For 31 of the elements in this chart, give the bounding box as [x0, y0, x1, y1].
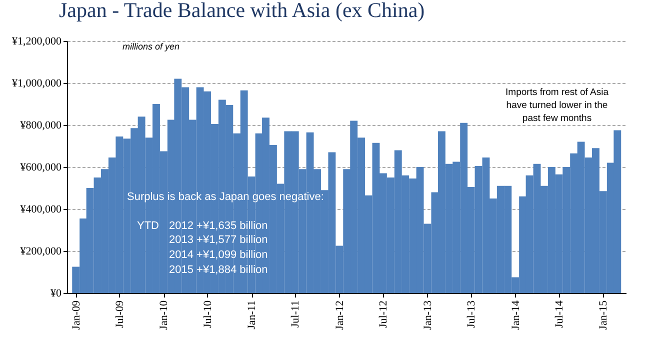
chart-title: Japan - Trade Balance with Asia (ex China) [59, 0, 425, 22]
annotation: past few months [522, 113, 592, 124]
x-tick-label: Jan-13 [422, 300, 434, 330]
y-tick-label: ¥200,000 [20, 246, 62, 258]
annotation: Imports from rest of Asia [506, 87, 610, 98]
y-axis-title: millions of yen [122, 42, 180, 52]
annotation: have turned lower in the [506, 100, 608, 111]
y-tick-label: ¥400,000 [20, 204, 62, 216]
x-tick-label: Jul-12 [378, 300, 390, 328]
y-tick-label: ¥1,000,000 [12, 78, 62, 90]
x-tick-label: Jul-13 [466, 300, 478, 328]
annotation: YTD [137, 220, 160, 232]
x-tick-label: Jul-14 [553, 300, 566, 328]
x-tick-label: Jan-11 [246, 300, 258, 330]
x-tick-label: Jul-11 [290, 300, 302, 328]
annotation: 2014 +¥1,099 billion [169, 249, 268, 261]
annotation: Surplus is back as Japan goes negative: [127, 191, 324, 203]
x-tick-label: Jan-10 [158, 300, 170, 330]
x-tick-label: Jan-14 [510, 300, 522, 330]
annotation: 2013 +¥1,577 billion [169, 234, 268, 246]
x-tick-label: Jan-09 [70, 300, 82, 330]
x-tick-label: Jan-12 [334, 300, 346, 330]
annotation: 2015 +¥1,884 billion [169, 264, 268, 276]
y-tick-label: ¥0 [50, 288, 62, 300]
x-tick-label: Jan-15 [598, 300, 610, 330]
y-tick-label: ¥600,000 [20, 162, 62, 174]
x-tick-label: Jul-10 [202, 300, 214, 328]
y-tick-label: ¥800,000 [20, 120, 62, 132]
annotation: 2012 +¥1,635 billion [169, 220, 268, 232]
x-tick-label: Jul-09 [114, 300, 126, 328]
y-tick-label: ¥1,200,000 [12, 36, 62, 48]
